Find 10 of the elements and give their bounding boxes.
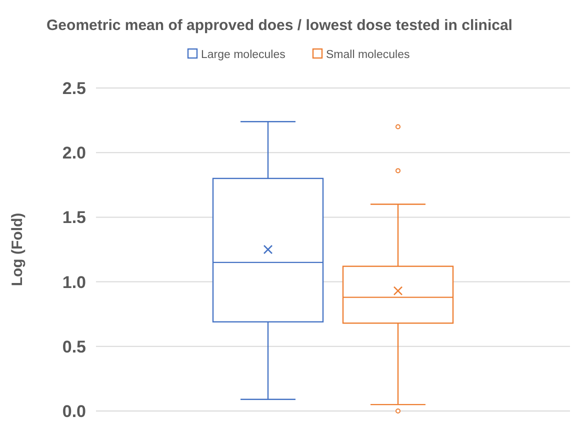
y-tick-label: 0.0 <box>62 402 86 421</box>
legend-label: Small molecules <box>326 49 410 61</box>
y-tick-label: 1.0 <box>62 272 86 292</box>
y-tick-label: 0.5 <box>62 337 86 356</box>
y-tick-label: 2.5 <box>62 78 86 98</box>
legend-label: Large molecules <box>201 49 286 61</box>
y-axis-title: Log (Fold) <box>9 212 26 286</box>
chart-title: Geometric mean of approved does / lowest dose tested in clinical <box>46 17 512 34</box>
y-tick-label: 1.5 <box>62 208 86 228</box>
y-tick-label: 2.0 <box>62 144 86 163</box>
